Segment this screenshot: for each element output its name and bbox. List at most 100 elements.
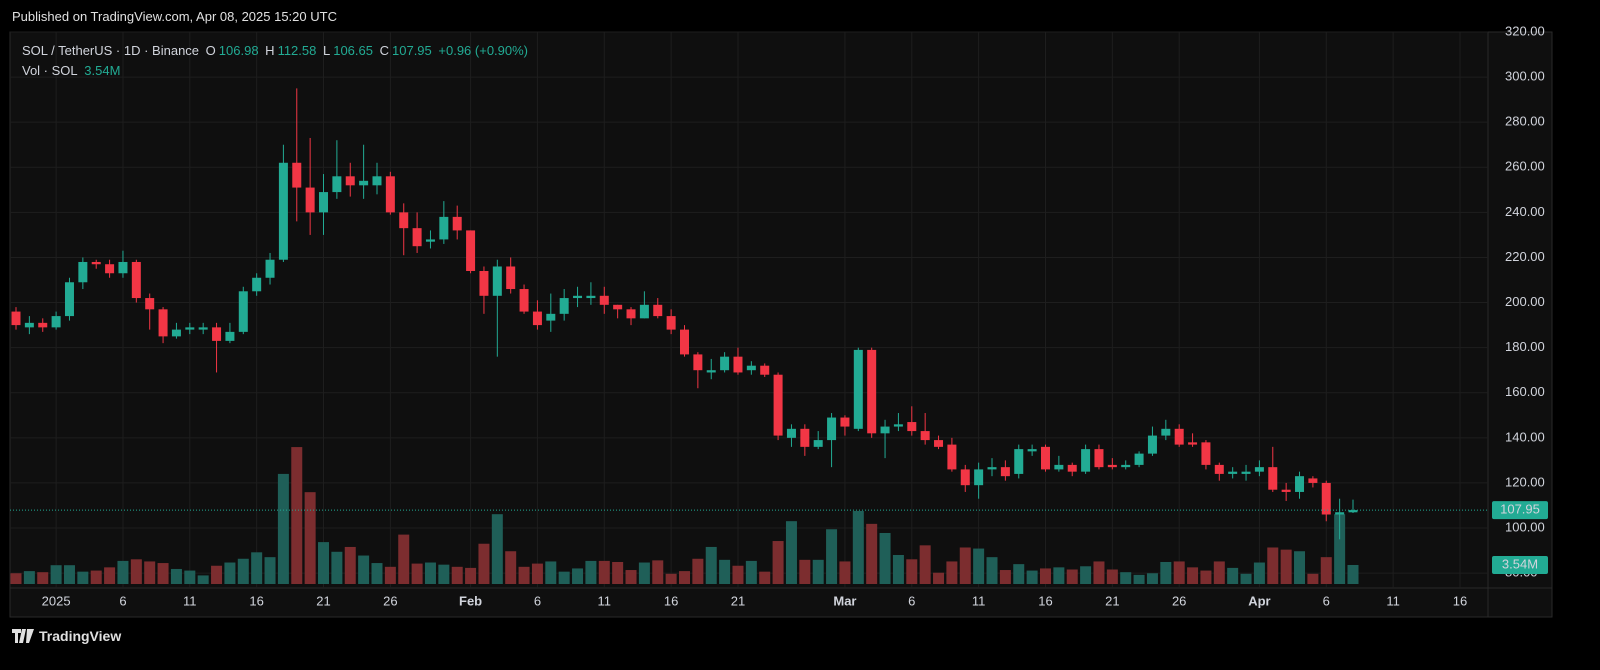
- x-tick-label: 6: [119, 593, 126, 608]
- candle-body: [225, 331, 235, 341]
- x-tick-label: 21: [731, 593, 745, 608]
- candle-body: [332, 176, 342, 193]
- volume-bar: [1253, 562, 1265, 584]
- volume-bar: [157, 563, 169, 584]
- volume-bar: [77, 571, 89, 584]
- volume-title: Vol · SOL: [22, 63, 78, 78]
- volume-bar: [291, 447, 303, 584]
- candle-body: [399, 212, 409, 229]
- candle-body: [1040, 446, 1050, 470]
- ohlc-high: 112.58: [277, 43, 317, 58]
- volume-bar: [692, 558, 704, 584]
- footer-logo: TradingView: [12, 628, 121, 644]
- candle-body: [1241, 471, 1251, 474]
- volume-bar: [211, 565, 223, 584]
- volume-bar: [264, 557, 276, 584]
- volume-bar: [398, 534, 410, 584]
- volume-bar: [411, 563, 423, 584]
- y-tick-label: 300.00: [1505, 69, 1545, 84]
- candle-body: [934, 440, 944, 447]
- candle-body: [680, 329, 689, 355]
- candle-body: [78, 261, 88, 283]
- candle-body: [439, 216, 449, 240]
- candle-body: [492, 266, 502, 296]
- volume-bar: [1133, 574, 1145, 584]
- volume-bar: [665, 573, 677, 584]
- volume-bar: [1026, 570, 1038, 584]
- x-tick-label: 11: [183, 593, 197, 608]
- candle-body: [559, 298, 569, 314]
- candle-body: [1214, 464, 1224, 474]
- candle-body: [1174, 428, 1184, 445]
- candle-body: [827, 417, 837, 441]
- volume-bar: [1187, 567, 1199, 584]
- y-tick-label: 320.00: [1505, 23, 1545, 38]
- volume-bar: [1307, 573, 1319, 584]
- ohlc-h-key: H: [265, 43, 275, 58]
- y-tick-label: 100.00: [1505, 519, 1545, 534]
- volume-bar: [612, 561, 624, 584]
- volume-bar: [37, 572, 49, 584]
- y-tick-label: 180.00: [1505, 339, 1545, 354]
- candle-body: [305, 187, 315, 213]
- candle-body: [893, 424, 903, 427]
- y-tick-label: 140.00: [1505, 429, 1545, 444]
- volume-bar: [451, 566, 463, 584]
- x-tick-label: 21: [316, 593, 330, 608]
- volume-bar: [572, 568, 584, 584]
- volume-bar: [785, 521, 797, 584]
- candle-body: [131, 261, 141, 299]
- x-tick-label: 6: [534, 593, 541, 608]
- candle-body: [800, 428, 810, 447]
- volume-bar: [531, 563, 543, 584]
- volume-bar: [331, 551, 343, 584]
- volume-bar: [1227, 567, 1239, 584]
- volume-bar: [946, 561, 958, 584]
- candle-body: [1201, 442, 1211, 465]
- candle-body: [960, 469, 970, 486]
- volume-bar: [625, 570, 637, 584]
- candle-body: [1295, 476, 1305, 492]
- volume-bar: [1200, 570, 1212, 584]
- candle-body: [1121, 464, 1131, 468]
- volume-pane: [10, 447, 1359, 584]
- candle-body: [599, 295, 609, 305]
- candle-body: [91, 261, 101, 265]
- candle-body: [1081, 449, 1091, 472]
- volume-bar: [1320, 557, 1332, 584]
- volume-bar: [906, 559, 918, 584]
- y-tick-label: 220.00: [1505, 249, 1545, 264]
- volume-bar: [759, 571, 771, 584]
- volume-bar: [197, 575, 209, 584]
- volume-bar: [384, 566, 396, 584]
- volume-bar: [638, 562, 650, 584]
- volume-bar: [505, 551, 517, 584]
- volume-bar: [1053, 567, 1065, 584]
- candle-body: [693, 354, 703, 371]
- candle-body: [1348, 510, 1358, 513]
- candle-body: [38, 322, 48, 328]
- candle-body: [639, 304, 649, 319]
- candle-body: [1134, 453, 1144, 465]
- candle-body: [278, 162, 288, 260]
- volume-bar: [892, 555, 904, 584]
- candle-body: [760, 365, 770, 375]
- candle-body: [359, 180, 369, 186]
- volume-bar: [852, 510, 864, 584]
- volume-bar: [732, 565, 744, 584]
- candle-body: [452, 216, 462, 231]
- volume-bar: [304, 492, 316, 584]
- y-tick-label: 240.00: [1505, 204, 1545, 219]
- candle-body: [51, 316, 61, 328]
- candle-body: [746, 365, 756, 371]
- candle-body: [907, 422, 917, 432]
- volume-bar: [558, 571, 570, 584]
- candle-body: [1000, 467, 1010, 477]
- volume-bar: [358, 555, 370, 584]
- volume-bar: [184, 570, 196, 584]
- candle-body: [987, 467, 997, 470]
- volume-bar: [10, 573, 22, 584]
- volume-bar: [745, 560, 757, 584]
- candle-body: [1321, 482, 1331, 515]
